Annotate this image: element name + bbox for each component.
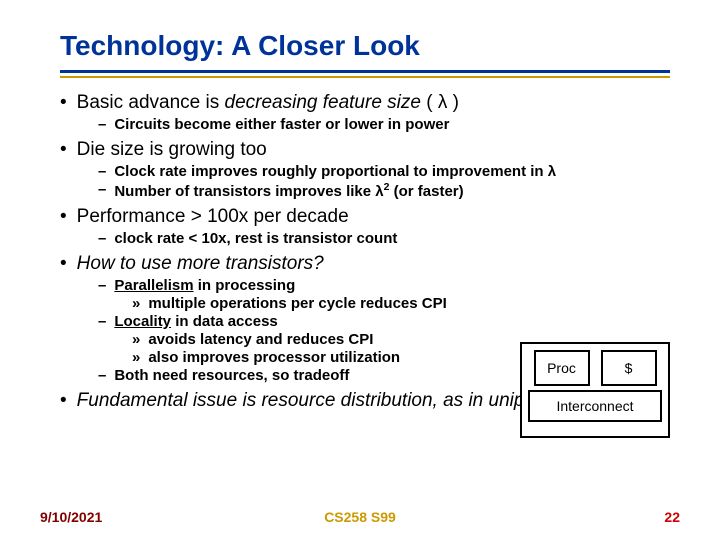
raquo-icon: » bbox=[132, 295, 140, 312]
bullet-3-text: Performance > 100x per decade bbox=[77, 206, 349, 228]
footer-date: 9/10/2021 bbox=[40, 509, 102, 525]
dash-icon: – bbox=[98, 181, 106, 200]
bullet-1-sub1: – Circuits become either faster or lower… bbox=[98, 116, 680, 133]
bullet-2-sub2-a: Number of transistors improves like λ bbox=[114, 183, 383, 200]
footer-center: CS258 S99 bbox=[324, 509, 396, 525]
dash-icon: – bbox=[98, 163, 106, 180]
architecture-diagram: Proc $ Interconnect bbox=[520, 342, 670, 438]
bullet-4-sub2: – Locality in data access bbox=[98, 313, 680, 330]
bullet-1-text-b: decreasing feature size bbox=[225, 92, 421, 113]
bullet-dot: • bbox=[60, 139, 67, 161]
bullet-4-sub1-b: in processing bbox=[194, 277, 296, 294]
bullet-1: • Basic advance is decreasing feature si… bbox=[60, 92, 680, 114]
bullet-4-sub2-2-text: also improves processor utilization bbox=[148, 349, 400, 366]
raquo-icon: » bbox=[132, 349, 140, 366]
divider-bottom bbox=[60, 76, 670, 78]
bullet-2-sub2-c: (or faster) bbox=[389, 183, 463, 200]
bullet-dot: • bbox=[60, 253, 67, 275]
bullet-4-sub2-1-text: avoids latency and reduces CPI bbox=[148, 331, 373, 348]
proc-box: Proc bbox=[534, 350, 590, 386]
bullet-4-sub3-text: Both need resources, so tradeoff bbox=[114, 367, 349, 384]
bullet-2-sub2: – Number of transistors improves like λ2… bbox=[98, 181, 680, 200]
bullet-4: • How to use more transistors? bbox=[60, 253, 680, 275]
bullet-4-sub1: – Parallelism in processing bbox=[98, 277, 680, 294]
bullet-4-sub2-a: Locality bbox=[114, 313, 171, 330]
dash-icon: – bbox=[98, 367, 106, 384]
interconnect-box: Interconnect bbox=[528, 390, 662, 422]
bullet-2-sub1-text: Clock rate improves roughly proportional… bbox=[114, 163, 556, 180]
bullet-1-sub1-text: Circuits become either faster or lower i… bbox=[114, 116, 449, 133]
bullet-2-text: Die size is growing too bbox=[77, 139, 267, 161]
bullet-dot: • bbox=[60, 390, 67, 412]
bullet-dot: • bbox=[60, 206, 67, 228]
divider-top bbox=[60, 70, 670, 73]
raquo-icon: » bbox=[132, 331, 140, 348]
bullet-2: • Die size is growing too bbox=[60, 139, 680, 161]
bullet-4-sub2-b: in data access bbox=[171, 313, 278, 330]
footer-page: 22 bbox=[664, 509, 680, 525]
bullet-1-text-a: Basic advance is bbox=[77, 92, 225, 113]
bullet-1-text-c: ( λ ) bbox=[421, 92, 459, 113]
bullet-4-sub1-1: » multiple operations per cycle reduces … bbox=[132, 295, 680, 312]
bullet-dot: • bbox=[60, 92, 67, 114]
dash-icon: – bbox=[98, 230, 106, 247]
bullet-3-sub1-text: clock rate < 10x, rest is transistor cou… bbox=[114, 230, 397, 247]
bullet-4-text: How to use more transistors? bbox=[77, 253, 324, 275]
bullet-3-sub1: – clock rate < 10x, rest is transistor c… bbox=[98, 230, 680, 247]
cache-box: $ bbox=[601, 350, 657, 386]
dash-icon: – bbox=[98, 277, 106, 294]
bullet-4-sub1-a: Parallelism bbox=[114, 277, 193, 294]
bullet-3: • Performance > 100x per decade bbox=[60, 206, 680, 228]
diagram-top-row: Proc $ bbox=[522, 344, 668, 390]
dash-icon: – bbox=[98, 116, 106, 133]
bullet-2-sub1: – Clock rate improves roughly proportion… bbox=[98, 163, 680, 180]
bullet-4-sub1-1-text: multiple operations per cycle reduces CP… bbox=[148, 295, 446, 312]
slide-footer: 9/10/2021 CS258 S99 22 bbox=[40, 509, 680, 525]
slide-title: Technology: A Closer Look bbox=[60, 30, 680, 62]
dash-icon: – bbox=[98, 313, 106, 330]
